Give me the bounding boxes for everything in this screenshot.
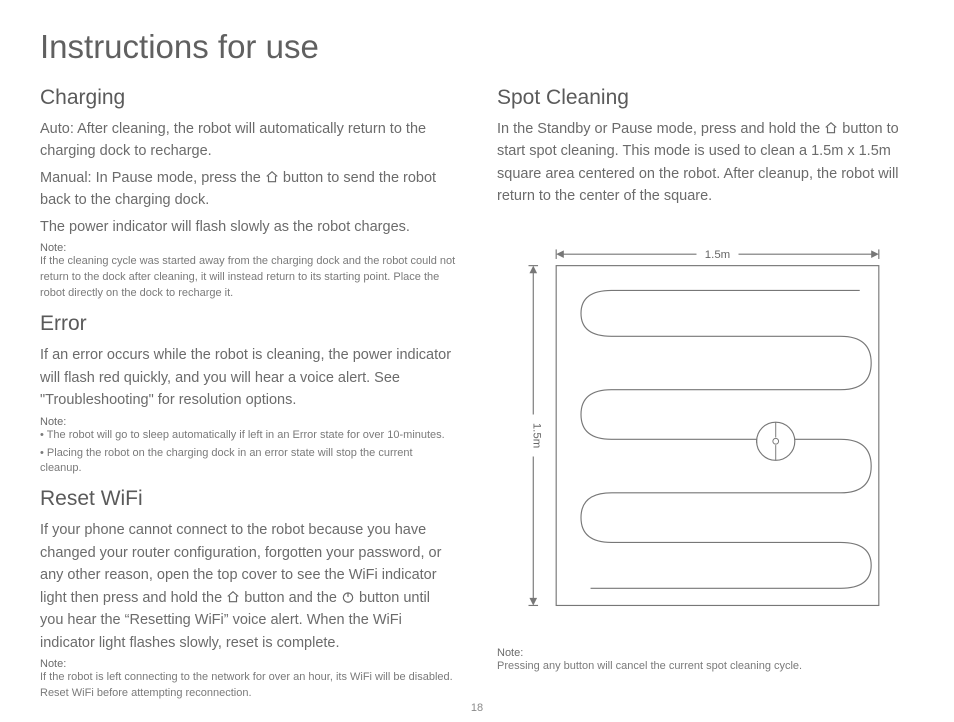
home-icon: [824, 121, 838, 135]
wifi-section: Reset WiFi If your phone cannot connect …: [40, 487, 457, 702]
left-column: Charging Auto: After cleaning, the robot…: [40, 82, 457, 712]
wifi-note-text: If the robot is left connecting to the n…: [40, 670, 457, 702]
spot-text-before: In the Standby or Pause mode, press and …: [497, 121, 824, 137]
right-column: Spot Cleaning In the Standby or Pause mo…: [497, 82, 914, 712]
home-icon: [226, 590, 240, 604]
error-section: Error If an error occurs while the robot…: [40, 312, 457, 477]
charging-indicator-text: The power indicator will flash slowly as…: [40, 216, 457, 238]
charging-note-label: Note:: [40, 242, 457, 254]
home-icon: [265, 170, 279, 184]
spot-diagram: 1.5m 1.5m: [497, 216, 914, 641]
charging-manual-before: Manual: In Pause mode, press the: [40, 170, 265, 186]
spot-note-text: Pressing any button will cancel the curr…: [497, 659, 914, 675]
svg-text:1.5m: 1.5m: [530, 423, 542, 448]
charging-auto-text: Auto: After cleaning, the robot will aut…: [40, 118, 457, 163]
wifi-text-mid: button and the: [240, 590, 341, 606]
page-number: 18: [0, 702, 954, 714]
charging-heading: Charging: [40, 86, 457, 110]
error-note-label: Note:: [40, 416, 457, 428]
error-note-2: • Placing the robot on the charging dock…: [40, 446, 457, 478]
page-title: Instructions for use: [40, 28, 914, 66]
error-note-1: • The robot will go to sleep automatical…: [40, 428, 457, 444]
two-column-layout: Charging Auto: After cleaning, the robot…: [40, 82, 914, 712]
spot-heading: Spot Cleaning: [497, 86, 914, 110]
charging-manual-text: Manual: In Pause mode, press the button …: [40, 167, 457, 212]
spot-note-label: Note:: [497, 647, 914, 659]
charging-note-text: If the cleaning cycle was started away f…: [40, 254, 457, 302]
wifi-heading: Reset WiFi: [40, 487, 457, 511]
error-text: If an error occurs while the robot is cl…: [40, 344, 457, 411]
charging-section: Charging Auto: After cleaning, the robot…: [40, 86, 457, 302]
svg-text:1.5m: 1.5m: [705, 249, 730, 261]
spot-text: In the Standby or Pause mode, press and …: [497, 118, 914, 208]
wifi-text: If your phone cannot connect to the robo…: [40, 519, 457, 654]
spot-section: Spot Cleaning In the Standby or Pause mo…: [497, 86, 914, 675]
spot-diagram-svg: 1.5m 1.5m: [497, 216, 917, 636]
error-heading: Error: [40, 312, 457, 336]
power-icon: [341, 590, 355, 604]
wifi-note-label: Note:: [40, 658, 457, 670]
